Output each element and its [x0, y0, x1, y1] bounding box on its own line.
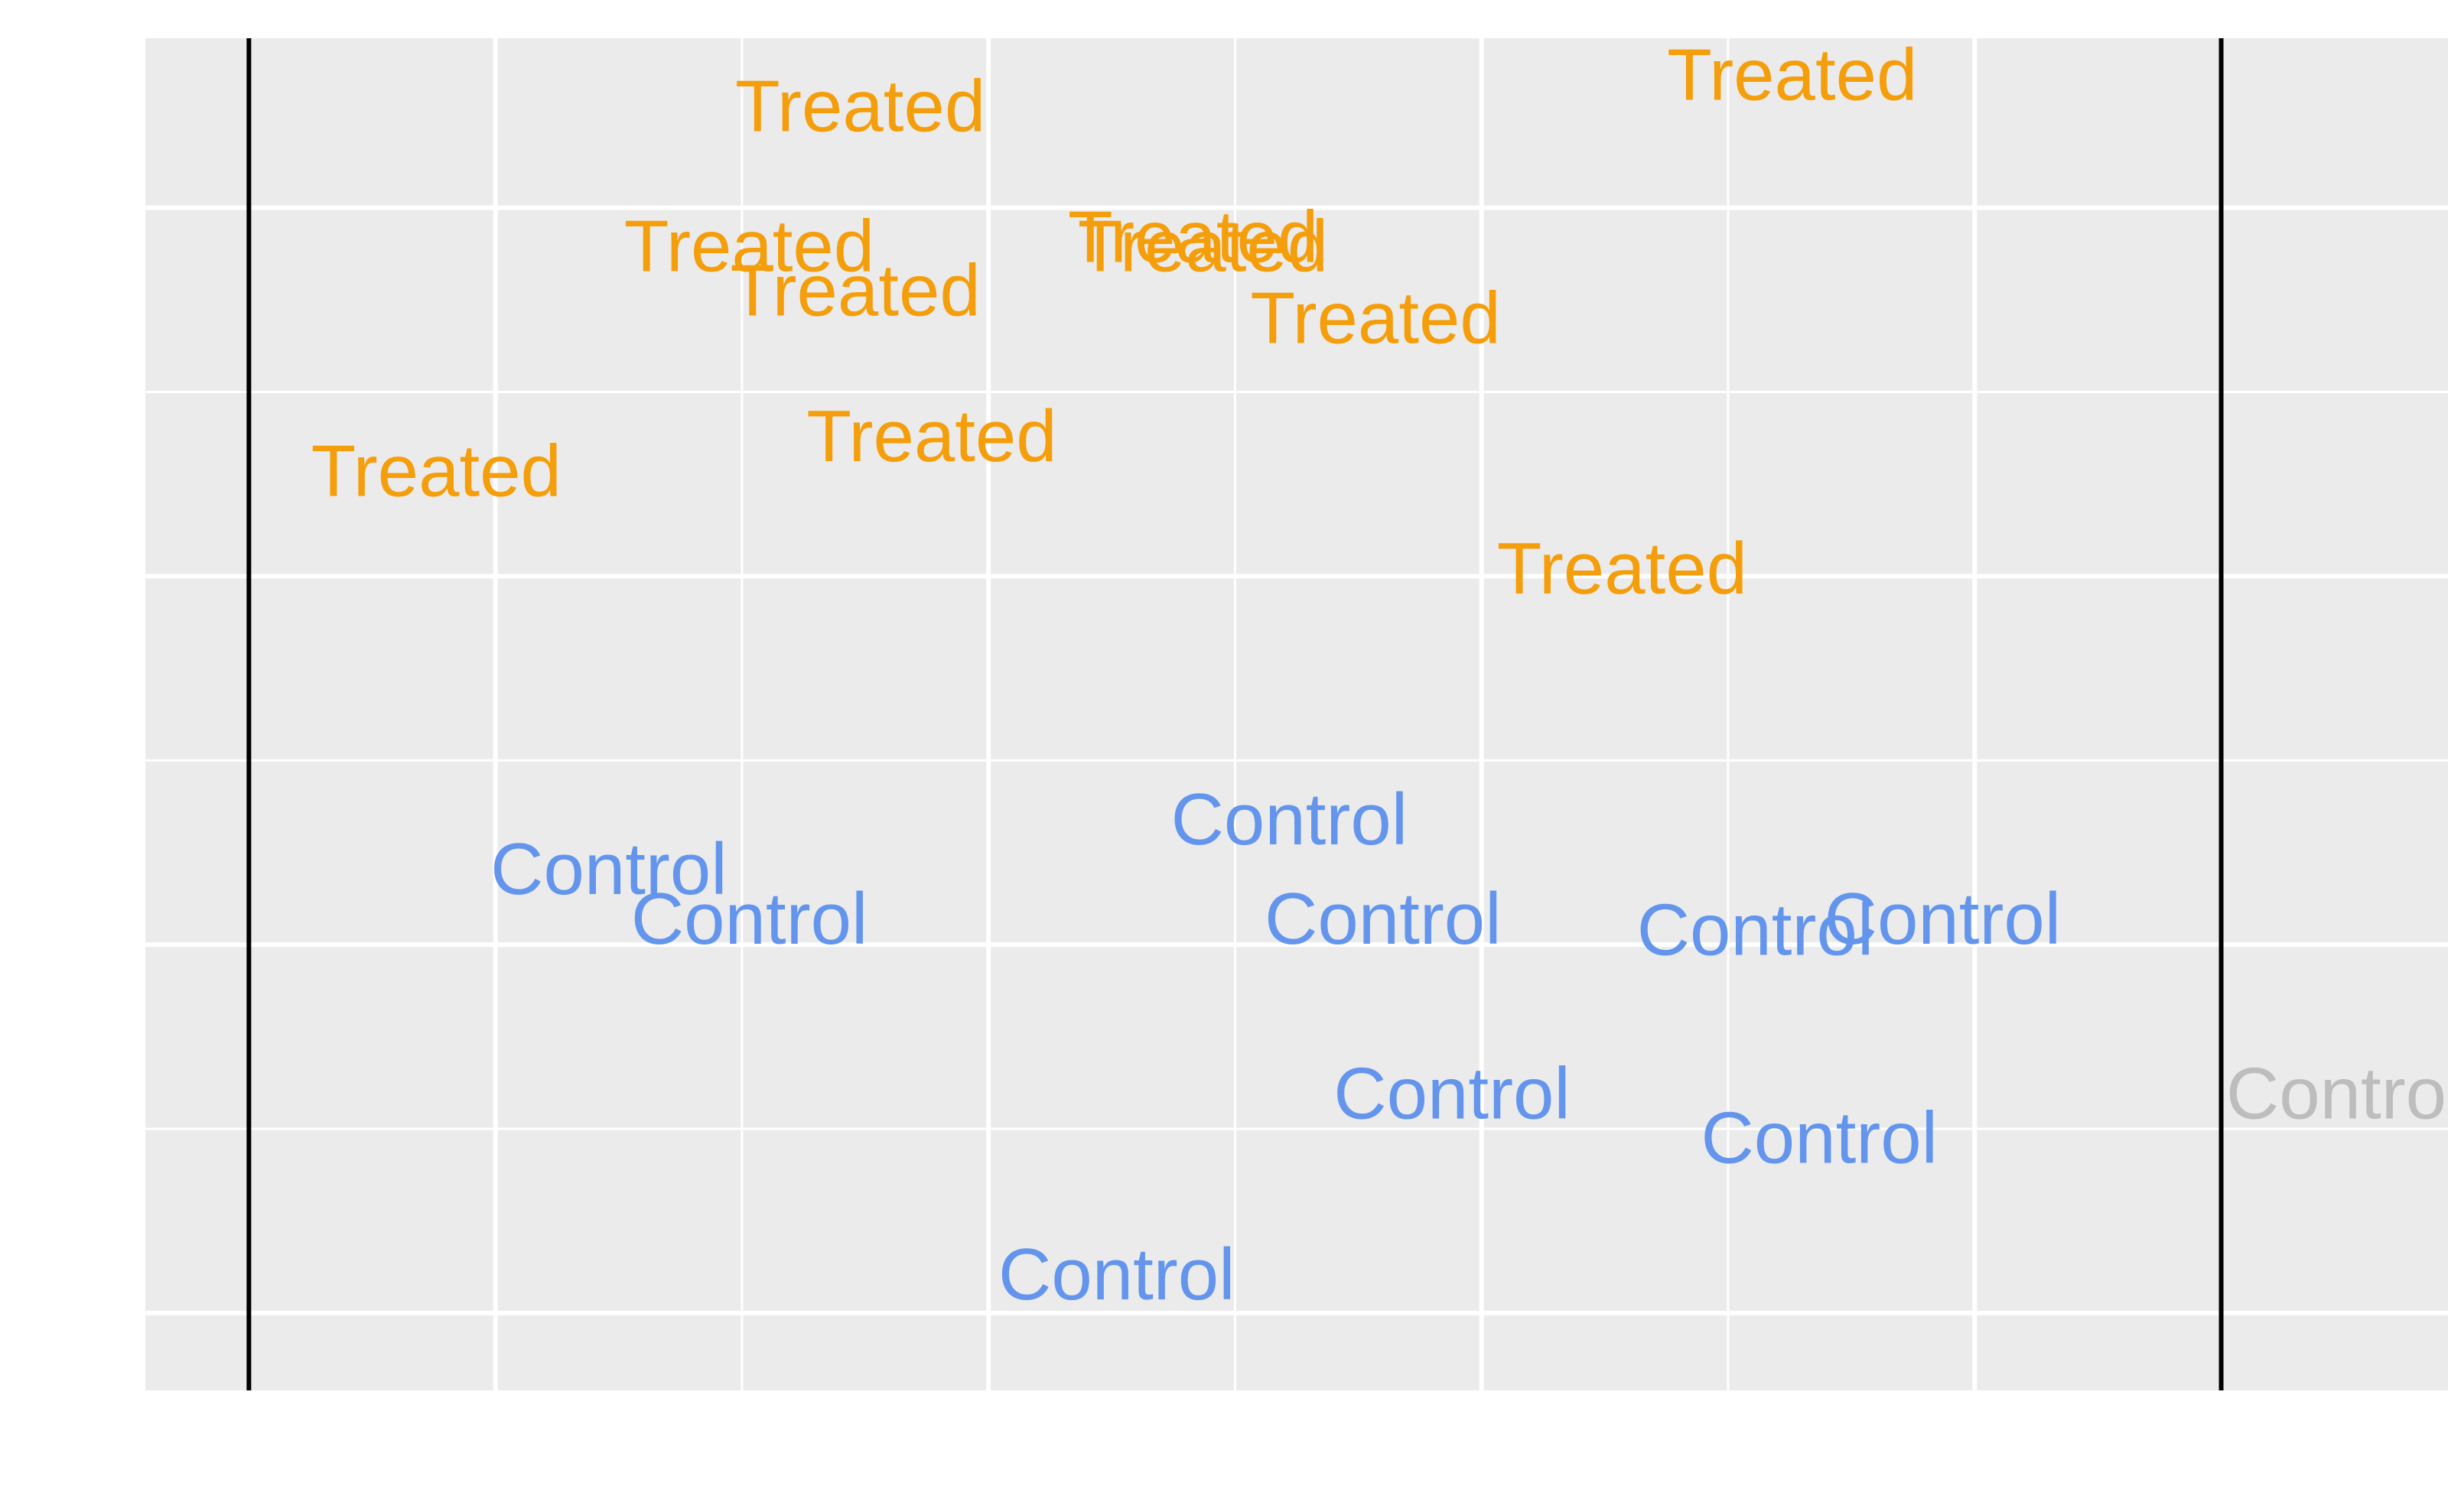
- control-point-label: Control: [1825, 878, 2061, 960]
- treated-point-label: Treated: [735, 66, 985, 148]
- treated-point-label: Treated: [1250, 278, 1500, 359]
- control-point-label: Control: [1637, 889, 1873, 971]
- point-labels: TreatedTreatedTreatedTreatedTreatedTreat…: [311, 34, 2448, 1315]
- treated-point-label: Treated: [1068, 197, 1318, 278]
- control-point-label: Control: [631, 878, 868, 960]
- treated-point-label: Treated: [1078, 206, 1328, 288]
- plot-panel: [145, 38, 2448, 1390]
- major-gridlines: [145, 38, 2448, 1390]
- control-point-label: Control: [1333, 1053, 1570, 1135]
- treated-point-label: Treated: [1497, 528, 1747, 610]
- treated-point-label: Treated: [730, 249, 980, 331]
- treated-point-label: Treated: [806, 395, 1056, 477]
- control-point-label: Control: [490, 828, 727, 910]
- control-point-label: Control: [2226, 1053, 2448, 1135]
- control-point-label: Control: [1171, 779, 1408, 860]
- control-point-label: Control: [1701, 1097, 1937, 1179]
- treated-point-label: Treated: [311, 431, 562, 512]
- control-point-label: Control: [998, 1234, 1235, 1315]
- control-point-label: Control: [1265, 878, 1501, 960]
- treated-point-label: Treated: [624, 206, 874, 288]
- treated-point-label: Treated: [1667, 34, 1917, 116]
- reference-lines: [246, 38, 2224, 1390]
